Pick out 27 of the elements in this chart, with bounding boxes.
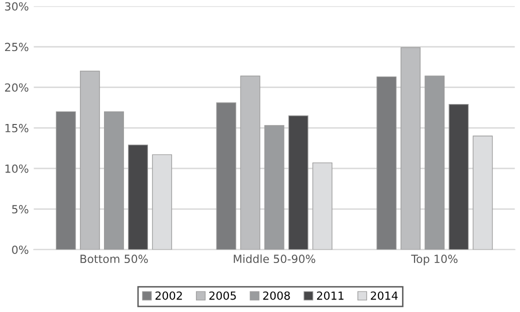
bar: [128, 144, 148, 250]
bar: [104, 111, 124, 250]
y-tick-label: 20%: [5, 83, 28, 92]
bar: [240, 76, 260, 250]
bar: [448, 104, 469, 250]
x-tick-label: Top 10%: [411, 254, 458, 266]
bar: [288, 115, 308, 250]
y-tick-label: 5%: [12, 205, 28, 214]
bar: [216, 102, 236, 250]
y-tick-label: 10%: [5, 164, 28, 173]
y-tick-label: 15%: [5, 124, 28, 132]
legend-label: 2008: [263, 291, 290, 300]
bar: [400, 47, 421, 250]
bar: [424, 76, 445, 250]
y-tick-label: 30%: [5, 2, 28, 11]
y-tick-label: 0%: [12, 246, 28, 254]
legend-label: 2002: [156, 291, 182, 300]
y-tick-label: 25%: [5, 42, 28, 52]
bar: [56, 111, 76, 250]
legend-label: 2014: [370, 291, 398, 300]
x-tick-label: Bottom 50%: [80, 254, 148, 264]
legend-label: 2011: [317, 291, 344, 300]
bar: [80, 70, 100, 250]
bar: [376, 76, 397, 250]
legend-label: 2005: [209, 291, 236, 300]
bar: [264, 125, 284, 250]
x-tick-label: Middle 50-90%: [234, 254, 316, 264]
